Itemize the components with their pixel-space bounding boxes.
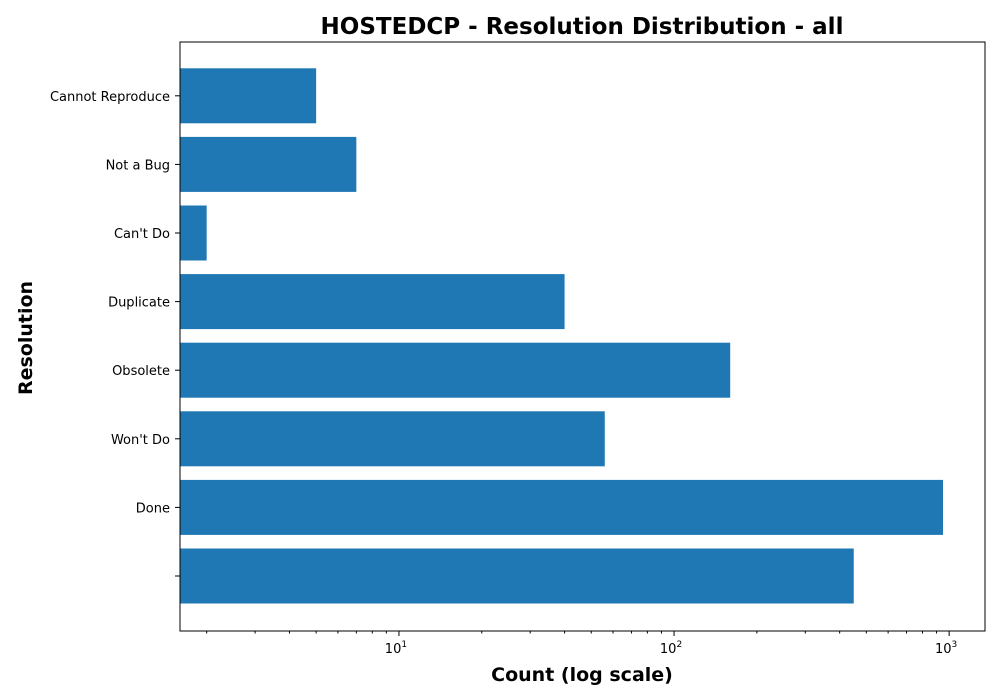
y-tick-label: Can't Do [114,227,170,242]
y-tick-label: Obsolete [112,364,170,379]
x-axis-ticks: 101 102 103 [206,631,957,657]
x-axis-title: Count (log scale) [491,664,673,686]
y-axis-title: Resolution [15,281,37,395]
x-tick-label: 103 [935,640,957,657]
y-axis-ticks: Done Won't Do Obsolete Duplicate Can't Do Not… [50,90,180,577]
bar-won-t-do [180,411,605,467]
plot-frame [179,41,986,632]
bars-group [180,68,944,604]
bar-done [180,479,944,535]
y-tick-label: Not a Bug [106,158,170,173]
y-tick-label: Duplicate [108,296,170,311]
bar-obsolete [180,342,731,398]
bar-duplicate [180,274,565,330]
bar-can-t-do [180,205,207,261]
chart-title: HOSTEDCP - Resolution Distribution - all [321,14,844,40]
y-tick-label: Done [136,501,170,516]
x-tick-label: 102 [660,640,682,657]
bar-not-a-bug [180,136,357,192]
bar-unlabeled [180,548,854,604]
x-tick-label: 101 [385,640,407,657]
bar-cannot-reproduce [180,68,317,124]
y-tick-label: Cannot Reproduce [50,90,170,105]
y-tick-label: Won't Do [111,433,170,448]
